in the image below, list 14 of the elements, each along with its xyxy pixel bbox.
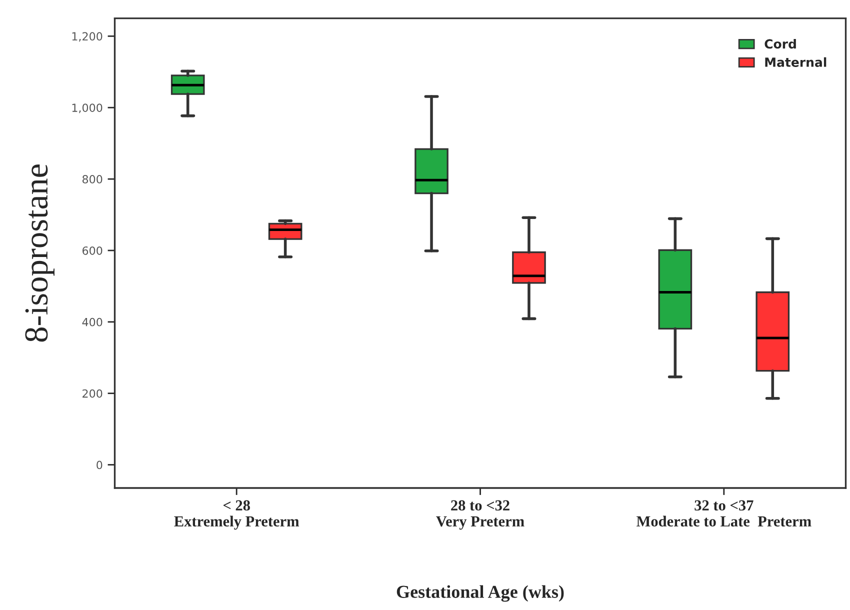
legend-label: Maternal <box>765 57 826 67</box>
x-tick-label: 32 to <37 Moderate to Late Preterm <box>636 500 812 527</box>
y-tick-label: 1,000 <box>72 104 102 114</box>
y-tick-label: 600 <box>82 246 102 255</box>
y-tick-label: 1,200 <box>72 32 102 42</box>
y-tick-label: 800 <box>82 175 102 184</box>
y-tick-label: 400 <box>82 318 102 326</box>
y-axis-title: 8-isoprostane <box>25 164 54 342</box>
x-axis-title: Gestational Age (wks) <box>396 585 564 602</box>
x-tick-label: 28 to <32 Very Preterm <box>436 500 524 530</box>
legend-label: Cord <box>764 38 796 49</box>
y-tick-label: 200 <box>82 389 102 398</box>
y-tick-label: 0 <box>96 460 102 470</box>
x-tick-label: < 28 Extremely Preterm <box>174 500 300 530</box>
